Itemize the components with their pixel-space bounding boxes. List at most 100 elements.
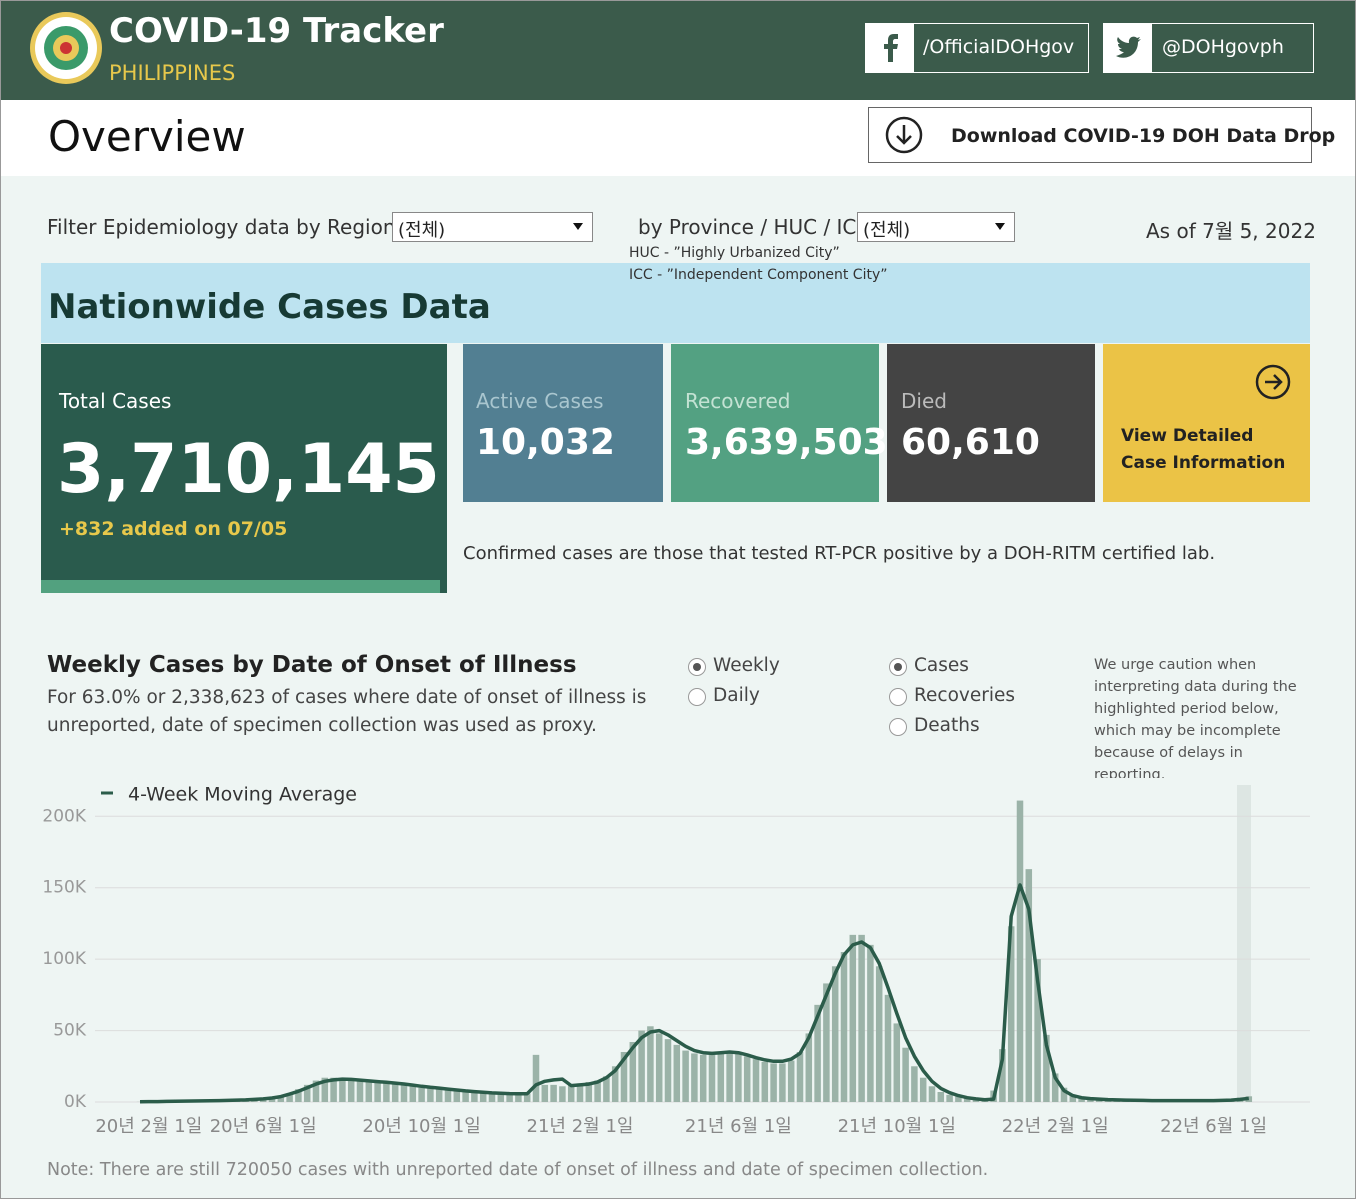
bar — [383, 1083, 390, 1102]
bar — [1078, 1097, 1085, 1102]
radio-button[interactable] — [688, 688, 706, 706]
caution-note: We urge caution when interpreting data du… — [1094, 654, 1297, 778]
bar — [796, 1052, 804, 1102]
bar — [1025, 869, 1033, 1102]
region-dropdown[interactable]: (전체) — [392, 212, 593, 242]
bar — [743, 1056, 751, 1102]
bar — [946, 1094, 953, 1102]
recovered-card: Recovered 3,639,503 — [671, 344, 888, 502]
facebook-icon — [866, 24, 914, 72]
bar — [911, 1066, 918, 1102]
bar — [840, 952, 848, 1102]
radio-button[interactable] — [889, 718, 907, 736]
radio-label: Daily — [713, 685, 760, 706]
bar — [471, 1092, 478, 1102]
region-filter-label: Filter Epidemiology data by Region: — [47, 215, 403, 239]
detail-card[interactable]: View Detailed Case Information — [1103, 344, 1310, 502]
y-tick-label: 100K — [42, 949, 86, 969]
bar — [708, 1054, 716, 1102]
radio-label: Weekly — [713, 655, 780, 676]
nationwide-banner: Nationwide Cases Data — [41, 263, 1310, 343]
bar — [1051, 1073, 1059, 1102]
bar — [814, 1004, 821, 1102]
bar — [523, 1093, 531, 1102]
x-tick-label: 22년 6월 1일 — [1160, 1116, 1267, 1137]
province-dropdown[interactable]: (전체) — [857, 212, 1015, 242]
died-label: Died — [901, 389, 947, 413]
bar — [963, 1097, 971, 1102]
huc-note: HUC - ”Highly Urbanized City” — [629, 245, 840, 261]
bar — [673, 1044, 681, 1102]
bar — [444, 1089, 452, 1102]
confirmed-note: Confirmed cases are those that tested RT… — [463, 543, 1216, 564]
radio-button[interactable] — [889, 688, 907, 706]
caution-line: because of delays in — [1094, 745, 1243, 761]
bar — [699, 1054, 707, 1102]
bar — [532, 1054, 540, 1102]
bar — [567, 1084, 575, 1102]
bar — [515, 1094, 522, 1102]
facebook-handle: /OfficialDOHgov — [923, 36, 1075, 58]
x-tick-label: 20년 10월 1일 — [362, 1116, 480, 1137]
y-tick-label: 150K — [42, 878, 86, 898]
caution-line: interpreting data during the — [1094, 679, 1297, 695]
bar — [647, 1026, 654, 1102]
bar — [1069, 1094, 1077, 1102]
recovered-label: Recovered — [685, 389, 791, 413]
radio-label: Deaths — [914, 715, 980, 736]
bar — [339, 1079, 346, 1102]
bar — [937, 1092, 945, 1102]
twitter-link[interactable]: @DOHgovph — [1103, 23, 1314, 73]
bar — [805, 1033, 813, 1102]
x-tick-label: 22년 2월 1일 — [1002, 1116, 1109, 1137]
dropdown-arrow — [995, 223, 1005, 230]
detail-line: Case Information — [1121, 453, 1286, 473]
caution-line: which may be incomplete — [1094, 723, 1281, 739]
died-value: 60,610 — [901, 422, 1040, 463]
bar — [303, 1084, 311, 1102]
x-tick-label: 21년 6월 1일 — [685, 1116, 792, 1137]
bar — [347, 1080, 355, 1102]
bar — [875, 966, 883, 1102]
bar — [849, 934, 857, 1102]
bar — [374, 1082, 381, 1102]
bar — [488, 1093, 496, 1102]
bar — [277, 1095, 285, 1102]
download-button[interactable]: Download COVID-19 DOH Data Drop — [868, 107, 1335, 163]
bar — [919, 1077, 927, 1102]
highlight-period — [1237, 785, 1251, 1102]
y-tick-label: 50K — [53, 1021, 87, 1041]
province-value: (전체) — [863, 220, 911, 241]
radio-label: Recoveries — [914, 685, 1015, 706]
caution-line: reporting. — [1094, 767, 1166, 778]
bar — [893, 1023, 901, 1102]
bar — [594, 1080, 601, 1102]
app-title: COVID-19 Tracker — [109, 11, 444, 51]
active-value: 10,032 — [476, 422, 615, 463]
download-label: Download COVID-19 DOH Data Drop — [951, 125, 1336, 147]
bar — [427, 1088, 434, 1102]
province-filter-label: by Province / HUC / ICC: — [638, 215, 878, 239]
active-cases-card: Active Cases 10,032 — [463, 344, 663, 502]
bar — [999, 1049, 1006, 1102]
radio-button[interactable] — [688, 658, 706, 676]
bar — [884, 994, 892, 1102]
bar — [735, 1053, 742, 1102]
bar — [1060, 1087, 1068, 1102]
x-tick-label: 21년 2월 1일 — [527, 1116, 634, 1137]
bar — [1034, 959, 1041, 1102]
facebook-link[interactable]: /OfficialDOHgov — [865, 23, 1089, 73]
active-label: Active Cases — [476, 389, 604, 413]
bar — [928, 1086, 936, 1102]
radio-button[interactable] — [889, 658, 907, 676]
bar — [638, 1030, 645, 1102]
bar — [761, 1062, 769, 1102]
caution-line: highlighted period below, — [1094, 701, 1279, 717]
bar — [585, 1082, 593, 1102]
bar — [506, 1094, 513, 1102]
header: COVID-19 Tracker PHILIPPINES /OfficialDO… — [1, 1, 1355, 100]
app-subtitle: PHILIPPINES — [109, 61, 236, 85]
as-of-date: As of 7월 5, 2022 — [1146, 219, 1316, 243]
card-strip — [41, 580, 440, 593]
